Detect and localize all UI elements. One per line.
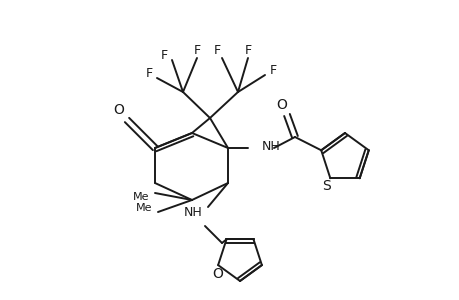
Text: Me: Me: [133, 192, 149, 202]
Text: O: O: [113, 103, 124, 117]
Text: NH: NH: [183, 206, 202, 220]
Text: NH: NH: [262, 140, 280, 152]
Text: F: F: [244, 44, 251, 56]
Text: F: F: [213, 44, 220, 56]
Text: F: F: [145, 67, 152, 80]
Text: O: O: [212, 267, 223, 281]
Text: F: F: [160, 49, 167, 62]
Text: S: S: [321, 179, 330, 193]
Text: Me: Me: [135, 203, 152, 213]
Text: O: O: [276, 98, 287, 112]
Text: F: F: [193, 44, 200, 56]
Text: F: F: [269, 64, 276, 76]
